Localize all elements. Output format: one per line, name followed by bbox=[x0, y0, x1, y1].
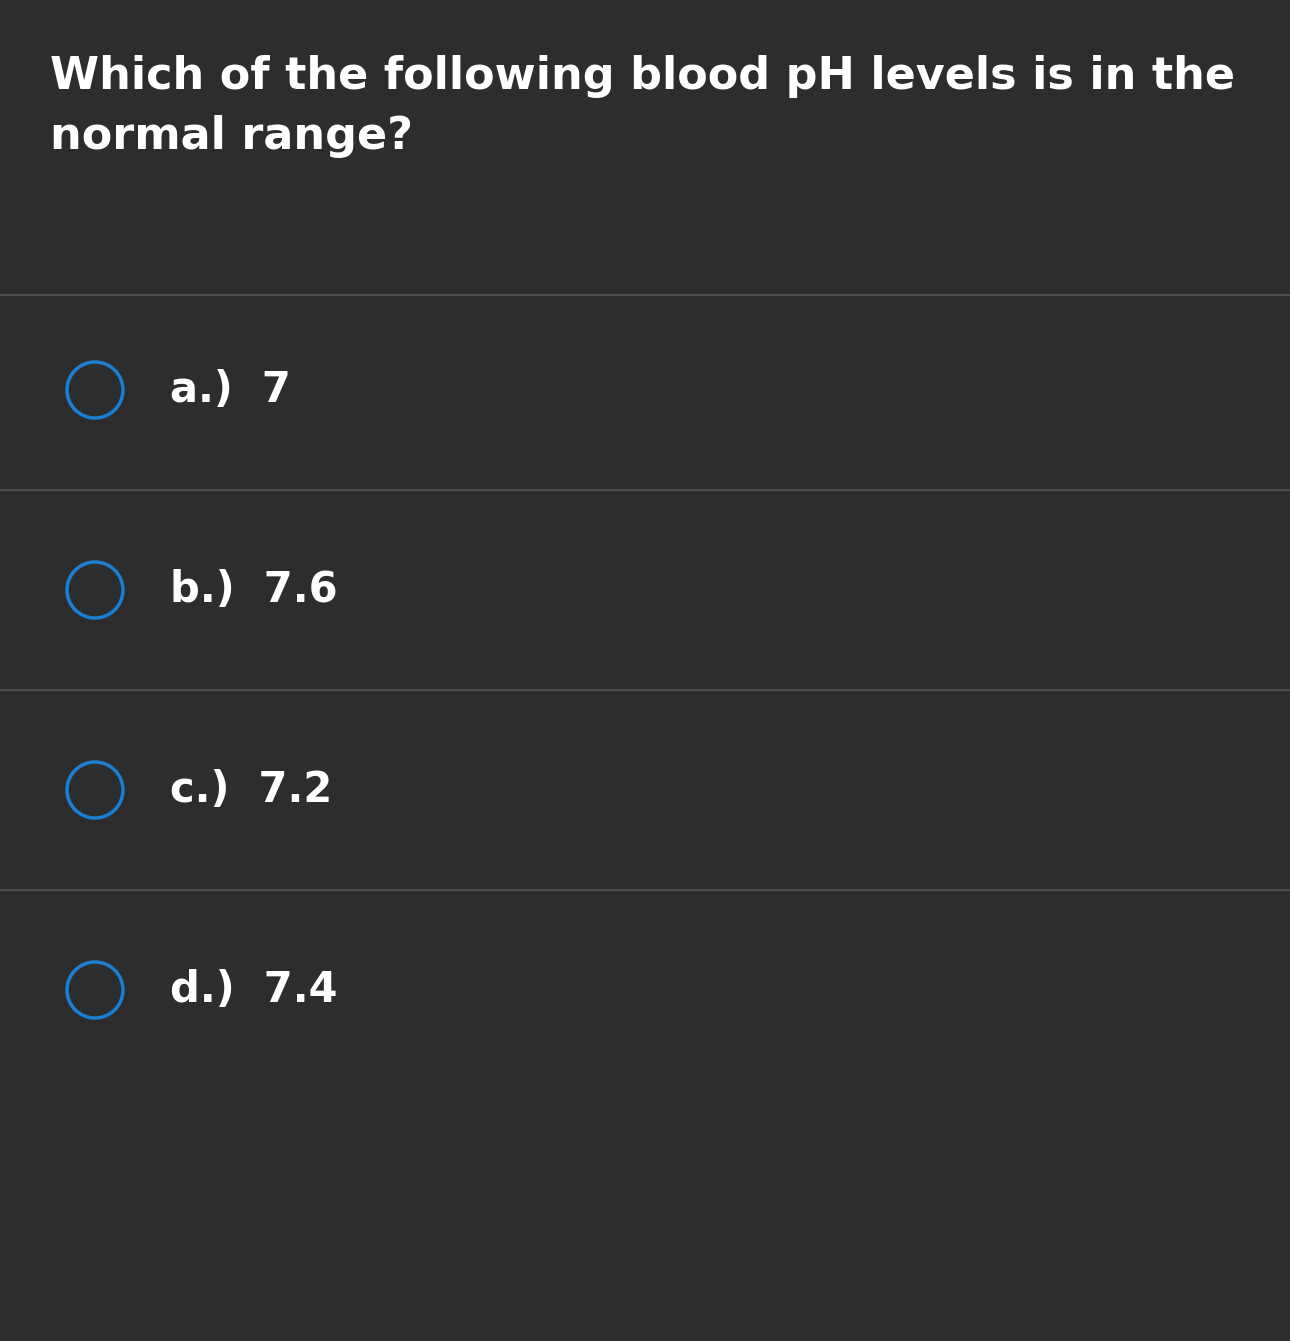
Circle shape bbox=[77, 772, 114, 809]
Text: d.)  7.4: d.) 7.4 bbox=[170, 970, 338, 1011]
Circle shape bbox=[77, 371, 114, 408]
Circle shape bbox=[77, 571, 114, 609]
Text: b.)  7.6: b.) 7.6 bbox=[170, 569, 338, 611]
Text: a.)  7: a.) 7 bbox=[170, 369, 290, 410]
Text: normal range?: normal range? bbox=[50, 115, 413, 158]
Text: Which of the following blood pH levels is in the: Which of the following blood pH levels i… bbox=[50, 55, 1235, 98]
Circle shape bbox=[77, 972, 114, 1008]
Text: c.)  7.2: c.) 7.2 bbox=[170, 768, 333, 811]
